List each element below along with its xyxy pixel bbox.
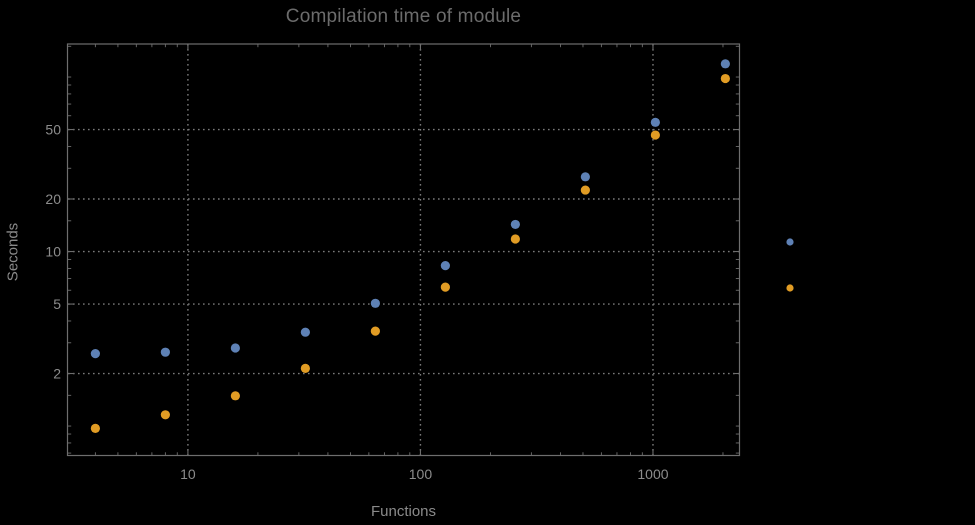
- data-point-series-2: [90, 423, 100, 433]
- x-tick-label: 10: [180, 466, 196, 482]
- data-point-series-1: [720, 59, 730, 69]
- x-tick-label: 100: [409, 466, 433, 482]
- y-tick-label: 5: [53, 296, 61, 312]
- y-tick-label: 10: [45, 244, 61, 260]
- data-point-series-2: [720, 73, 730, 84]
- data-point-series-2: [300, 363, 310, 373]
- data-point-series-2: [370, 326, 380, 336]
- data-point-series-1: [300, 327, 310, 337]
- legend-marker-series-1: [786, 238, 794, 246]
- data-point-series-1: [370, 298, 380, 308]
- x-axis-label: Functions: [370, 503, 437, 520]
- data-point-series-1: [440, 261, 450, 271]
- data-point-series-1: [230, 343, 240, 353]
- chart-title: Compilation time of module: [285, 6, 522, 27]
- plot-frame: [66, 43, 741, 457]
- data-point-series-2: [440, 282, 450, 292]
- legend-marker-series-2: [786, 284, 794, 292]
- data-point-series-1: [160, 347, 170, 357]
- data-point-series-2: [510, 234, 520, 244]
- y-tick-label: 20: [45, 191, 61, 207]
- data-point-series-1: [580, 172, 590, 182]
- data-point-series-2: [230, 391, 240, 401]
- data-point-series-2: [650, 130, 660, 140]
- data-point-series-1: [650, 117, 660, 127]
- x-tick-label: 1000: [637, 466, 668, 482]
- data-point-series-1: [90, 349, 100, 359]
- y-tick-label: 50: [45, 122, 61, 138]
- data-point-series-1: [510, 219, 520, 230]
- data-point-series-2: [580, 185, 590, 195]
- data-point-series-2: [160, 410, 170, 420]
- y-tick-label: 2: [53, 366, 61, 382]
